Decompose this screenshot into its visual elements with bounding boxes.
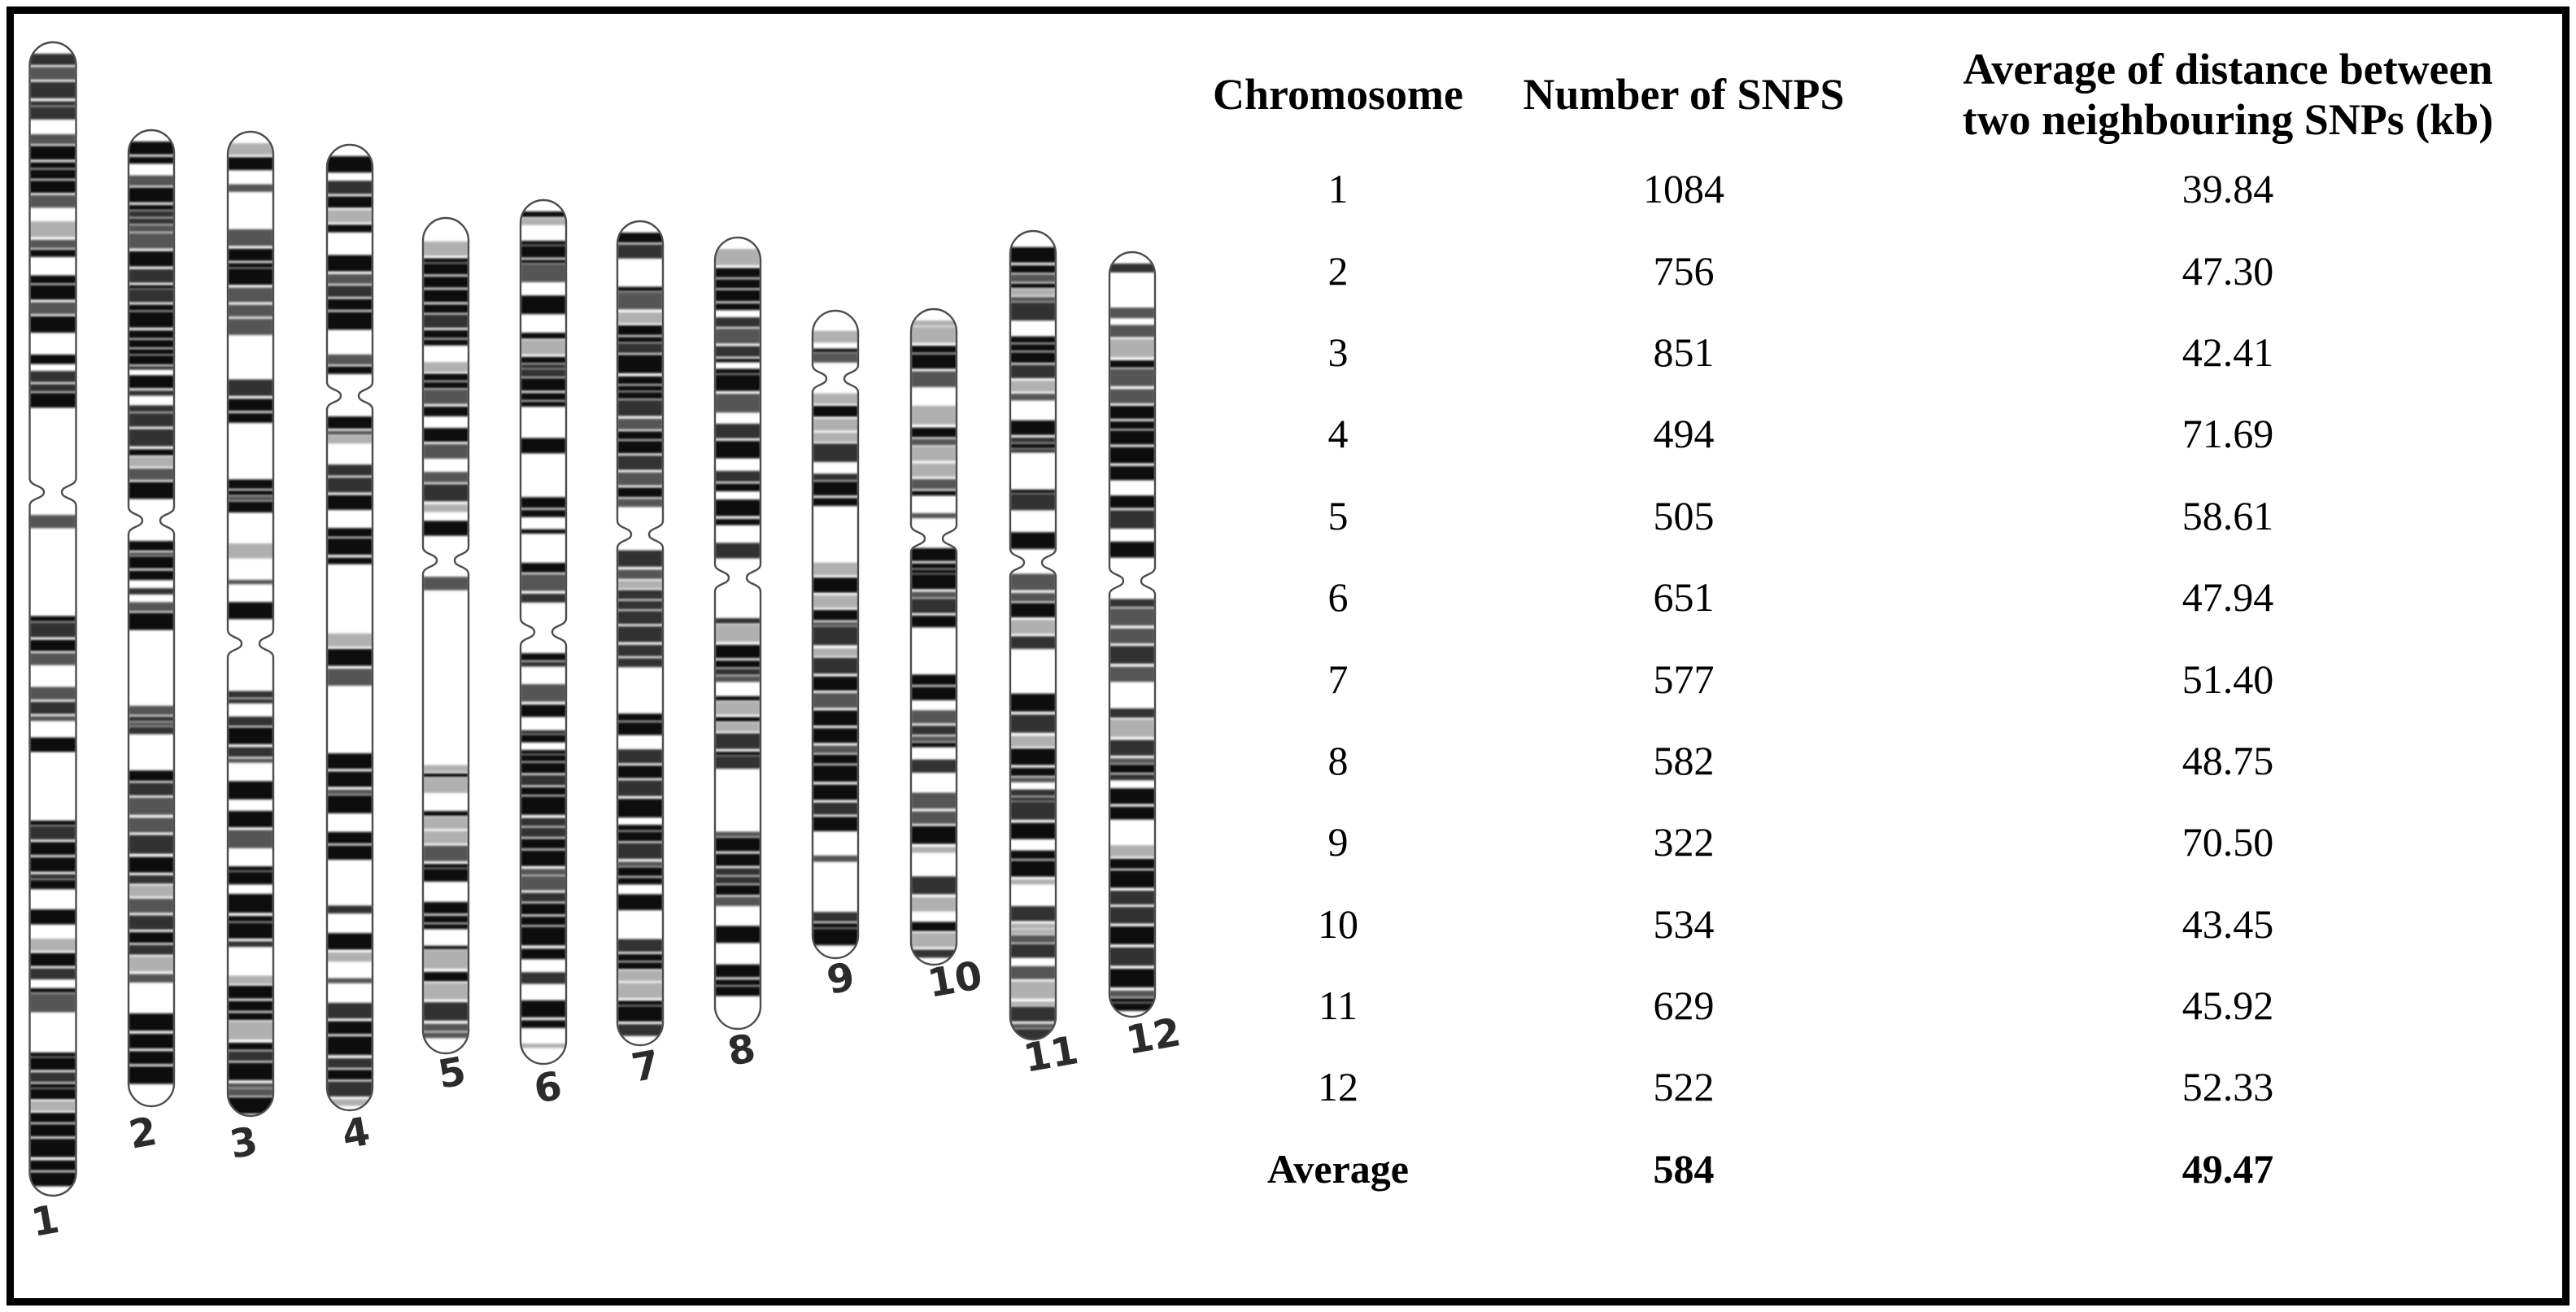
table-row-chromosome-2: 2 756 47.30 xyxy=(1196,229,2569,311)
chromosome-ideogram-1: 1 xyxy=(28,41,77,1246)
cell-chromosome: 10 xyxy=(1318,900,1358,947)
cell-snps: 584 xyxy=(1653,1145,1715,1192)
cell-chromosome: 6 xyxy=(1327,574,1349,621)
chromosome-ideogram-10: 10 xyxy=(909,307,986,1007)
cell-snps: 851 xyxy=(1653,329,1715,375)
table-body: 1 1084 39.84 2 756 47.30 3 851 42.41 4 494 71.69 5 50… xyxy=(1196,148,2569,1210)
table-row-chromosome-6: 6 651 47.94 xyxy=(1196,556,2569,638)
column-header-chromosome: Chromosome xyxy=(1213,70,1463,119)
chromosome-outline xyxy=(421,216,470,1055)
chromosome-label-4: 4 xyxy=(338,1109,373,1158)
chromosome-label-12: 12 xyxy=(1122,1009,1184,1064)
chromosome-ideogram-11: 11 xyxy=(1009,229,1082,1082)
column-header-average-distance-line2: two neighbouring SNPs (kb) xyxy=(1962,95,2494,144)
cell-distance: 43.45 xyxy=(2182,900,2274,947)
cell-chromosome: 11 xyxy=(1318,983,1358,1029)
cell-chromosome: Average xyxy=(1267,1145,1409,1192)
cell-snps: 534 xyxy=(1653,900,1715,947)
cell-snps: 756 xyxy=(1653,247,1715,294)
cell-snps: 1084 xyxy=(1643,166,1724,212)
chromosome-label-9: 9 xyxy=(823,954,858,1004)
cell-distance: 47.30 xyxy=(2182,247,2274,294)
cell-chromosome: 3 xyxy=(1327,329,1349,375)
chromosome-label-10: 10 xyxy=(924,952,986,1007)
chromosome-outline xyxy=(127,129,176,1108)
table-row-chromosome-9: 9 322 70.50 xyxy=(1196,801,2569,883)
cell-chromosome: 5 xyxy=(1327,492,1349,538)
table-row-chromosome-11: 11 629 45.92 xyxy=(1196,965,2569,1046)
cell-distance: 70.50 xyxy=(2182,819,2274,865)
chromosome-label-3: 3 xyxy=(226,1118,261,1168)
chromosome-label-5: 5 xyxy=(434,1048,469,1098)
cell-snps: 522 xyxy=(1653,1064,1715,1110)
cell-snps: 505 xyxy=(1653,492,1715,538)
cell-chromosome: 9 xyxy=(1327,819,1349,865)
cell-snps: 322 xyxy=(1653,819,1715,865)
cell-chromosome: 1 xyxy=(1327,166,1349,212)
chromosome-label-8: 8 xyxy=(724,1026,759,1075)
cell-distance: 45.92 xyxy=(2182,983,2274,1029)
chromosome-ideogram-7: 7 xyxy=(616,220,665,1092)
chromosome-label-7: 7 xyxy=(628,1042,663,1092)
cell-snps: 629 xyxy=(1653,983,1715,1029)
table-header-row: Chromosome Number of SNPS Average of dis… xyxy=(1196,41,2569,148)
chromosome-ideogram-9: 9 xyxy=(811,309,860,1004)
table-row-chromosome-4: 4 494 71.69 xyxy=(1196,393,2569,474)
chromosome-outline xyxy=(616,220,665,1047)
cell-snps: 577 xyxy=(1653,656,1715,702)
table-row-chromosome-8: 8 582 48.75 xyxy=(1196,720,2569,801)
cell-distance: 39.84 xyxy=(2182,166,2274,212)
chromosome-outline xyxy=(713,236,762,1031)
chromosome-ideogram-5: 5 xyxy=(421,216,470,1098)
cell-distance: 51.40 xyxy=(2182,656,2274,702)
chromosome-ideogram-12: 12 xyxy=(1108,251,1184,1064)
table-row-chromosome-12: 12 522 52.33 xyxy=(1196,1046,2569,1127)
chromosome-label-11: 11 xyxy=(1020,1027,1082,1082)
cell-distance: 52.33 xyxy=(2182,1064,2274,1110)
cell-chromosome: 2 xyxy=(1327,247,1349,294)
chromosome-ideogram-2: 2 xyxy=(125,129,176,1158)
chromosome-outline xyxy=(226,130,275,1118)
figure-border-frame xyxy=(7,7,2569,1305)
chromosome-ideogram-6: 6 xyxy=(519,198,568,1113)
chromosome-ideogram-4: 4 xyxy=(325,143,374,1158)
snp-table: Chromosome Number of SNPS Average of dis… xyxy=(1196,41,2569,1210)
chromosome-label-1: 1 xyxy=(28,1196,63,1246)
cell-snps: 494 xyxy=(1653,411,1715,457)
table-row-chromosome-10: 10 534 43.45 xyxy=(1196,883,2569,965)
table-row-chromosome-5: 5 505 58.61 xyxy=(1196,475,2569,556)
cell-chromosome: 12 xyxy=(1318,1064,1358,1110)
cell-snps: 651 xyxy=(1653,574,1715,621)
cell-distance: 48.75 xyxy=(2182,737,2274,783)
cell-snps: 582 xyxy=(1653,737,1715,783)
chromosome-outline xyxy=(519,198,568,1066)
column-header-number-of-snps: Number of SNPS xyxy=(1523,70,1845,119)
cell-distance: 49.47 xyxy=(2182,1145,2274,1192)
column-header-average-distance-line1: Average of distance between xyxy=(1963,45,2493,94)
cell-distance: 42.41 xyxy=(2182,329,2274,375)
table-row-average: Average 584 49.47 xyxy=(1196,1128,2569,1210)
chromosome-outline xyxy=(1009,229,1057,1041)
cell-distance: 71.69 xyxy=(2182,411,2274,457)
cell-distance: 58.61 xyxy=(2182,492,2274,538)
table-row-chromosome-1: 1 1084 39.84 xyxy=(1196,148,2569,229)
column-header-average-distance: Average of distance between two neighbou… xyxy=(1887,44,2569,145)
cell-chromosome: 7 xyxy=(1327,656,1349,702)
chromosome-outline xyxy=(811,309,860,960)
chromosome-outline xyxy=(28,41,77,1197)
chromosome-outline xyxy=(1108,251,1157,1018)
chromosome-label-6: 6 xyxy=(530,1063,565,1113)
chromosome-label-2: 2 xyxy=(125,1109,160,1158)
chromosome-outline xyxy=(325,143,374,1112)
table-row-chromosome-3: 3 851 42.41 xyxy=(1196,312,2569,393)
chromosome-ideogram-3: 3 xyxy=(226,130,275,1168)
cell-chromosome: 8 xyxy=(1327,737,1349,783)
table-row-chromosome-7: 7 577 51.40 xyxy=(1196,638,2569,719)
chromosome-ideogram-8: 8 xyxy=(713,236,762,1075)
chromosome-outline xyxy=(909,307,958,966)
cell-chromosome: 4 xyxy=(1327,411,1349,457)
cell-distance: 47.94 xyxy=(2182,574,2274,621)
